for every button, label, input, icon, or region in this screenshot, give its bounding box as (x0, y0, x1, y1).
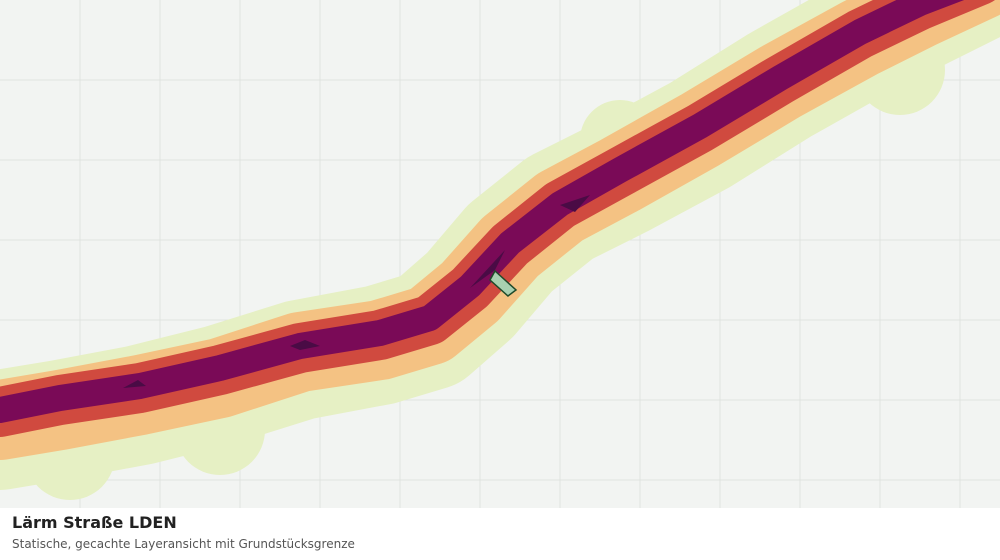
noise-band-very-high (0, 0, 965, 423)
noise-peak (290, 340, 320, 350)
map-subtitle: Statische, gecachte Layeransicht mit Gru… (12, 537, 355, 551)
noise-peak (123, 380, 146, 388)
map (0, 0, 1000, 508)
parcel-boundary (489, 269, 518, 297)
noise-peak (560, 195, 590, 212)
map-title: Lärm Straße LDEN (12, 513, 177, 532)
noise-peak (470, 250, 505, 288)
